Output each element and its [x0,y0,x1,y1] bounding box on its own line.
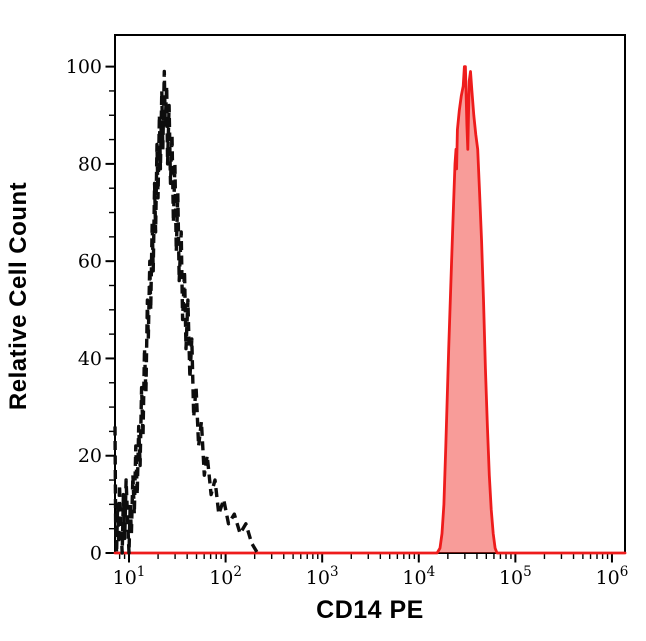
x-tick-label: 101 [113,564,146,589]
x-axis-title: CD14 PE [316,596,424,624]
x-tick-label: 102 [209,564,242,589]
y-tick-label: 20 [78,445,102,467]
y-tick-label: 60 [78,251,102,273]
y-tick-label: 100 [66,56,102,78]
cd14-pe-outline [113,65,627,555]
plot-frame [114,34,626,554]
negative-control-outline [113,69,259,555]
x-tick-label: 105 [499,564,532,589]
y-tick-label: 40 [78,348,102,370]
y-tick-label: 80 [78,153,102,175]
cd14-pe-fill [115,66,625,553]
y-tick-label: 0 [90,543,102,565]
x-tick-label: 103 [306,564,339,589]
x-tick-label: 106 [596,564,629,589]
y-axis-title: Relative Cell Count [5,181,32,411]
x-tick-label: 104 [402,564,435,589]
